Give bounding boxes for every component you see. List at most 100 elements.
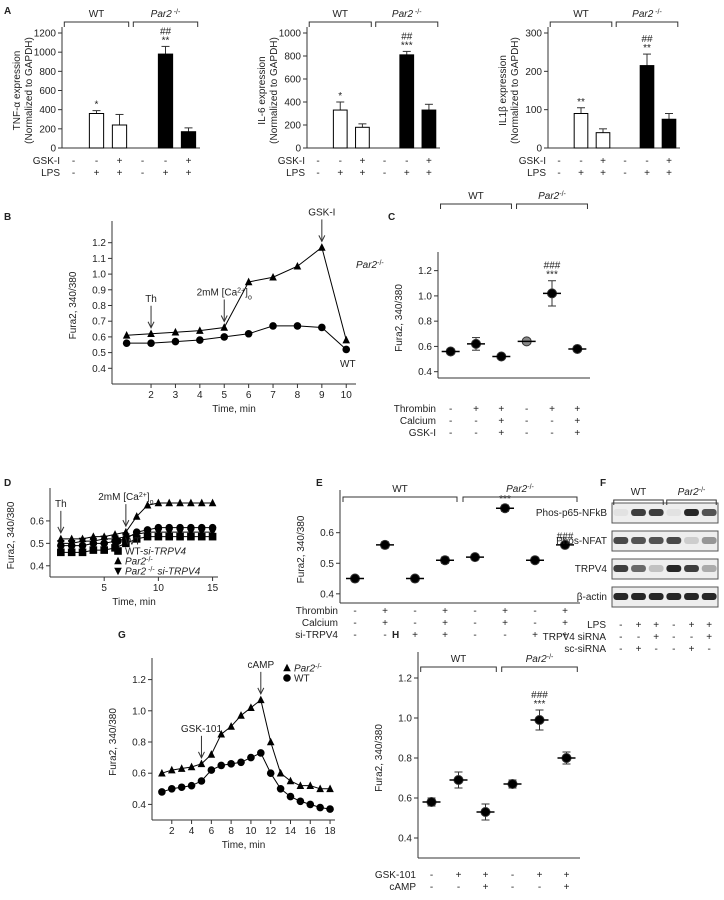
row-sign: - [511, 870, 514, 881]
annotation-arrowhead [198, 751, 205, 759]
legend-label-part: WT- [125, 547, 143, 558]
row-sign: - [557, 168, 560, 179]
row-sign: - [383, 168, 386, 179]
marker [217, 761, 226, 770]
row-sign: - [353, 630, 356, 641]
significance: *** [401, 40, 413, 51]
row-label: LPS [286, 168, 305, 179]
group-bracket [308, 21, 372, 27]
annotation-label: GSK-I [308, 207, 335, 218]
legend-label: Par2 -/- si-TRPV4 [125, 566, 201, 578]
row-sign: + [562, 618, 568, 629]
row-sign: - [383, 630, 386, 641]
row-sign: - [474, 416, 477, 427]
marker [326, 784, 334, 793]
y-tick-label: 1.1 [92, 254, 106, 265]
y-tick-label: 1.2 [398, 674, 412, 685]
group-label: Par2-/- [526, 654, 554, 666]
bar [595, 132, 611, 149]
marker [143, 532, 152, 541]
x-tick-label: 7 [270, 390, 276, 401]
marker [57, 540, 65, 548]
legend-marker [114, 537, 122, 545]
marker [177, 783, 186, 792]
marker [171, 327, 180, 336]
series-label: Par2-/- [356, 260, 384, 272]
row-sign: + [442, 618, 448, 629]
row-sign: + [502, 606, 508, 617]
y-tick-label: 1.0 [92, 270, 106, 281]
y-tick-label: 1.2 [132, 675, 146, 686]
y-tick-label: 1200 [34, 29, 57, 40]
legend-label: Par2-/- [294, 663, 322, 675]
y-tick-label: 0.4 [30, 561, 44, 572]
row-label: LPS [587, 620, 606, 631]
band-label: β-actin [577, 592, 607, 603]
blot-band [631, 565, 646, 572]
blot-band [701, 593, 717, 600]
blot-band [631, 509, 646, 516]
y-tick-label: 0.5 [30, 539, 44, 550]
row-sign: + [163, 168, 169, 179]
y-tick-label: 0.6 [418, 342, 432, 353]
row-sign: + [549, 404, 555, 415]
x-tick-label: 3 [173, 390, 179, 401]
legend-marker [283, 663, 291, 672]
y-tick-label: 0.4 [418, 367, 432, 378]
row-sign: - [550, 416, 553, 427]
marker [293, 261, 302, 270]
legend-label-part: si-TRPV4 [155, 567, 201, 578]
y-tick-label: 100 [525, 105, 542, 116]
blot-band [701, 509, 717, 516]
x-tick-label: 9 [319, 390, 325, 401]
x-tick-label: 18 [324, 826, 336, 837]
series-line [161, 752, 331, 810]
marker [176, 498, 184, 507]
row-sign: - [449, 404, 452, 415]
series-label-part: Par2 [356, 260, 378, 271]
significance: ## [160, 26, 172, 37]
row-sign: + [636, 620, 642, 631]
row-sign: + [382, 618, 388, 629]
annotation-label-part: 2+ [237, 287, 245, 294]
group-bracket [462, 496, 578, 502]
significance: ### [531, 690, 548, 701]
row-sign: - [707, 644, 710, 655]
marker [132, 535, 141, 543]
panel-letter: G [118, 630, 126, 641]
group-bracket [132, 21, 199, 27]
series-line [126, 325, 347, 350]
marker [122, 533, 130, 541]
marker [227, 760, 235, 768]
y-axis-label: Fura2, 340/380 [108, 708, 119, 776]
blot-band [631, 593, 646, 600]
marker [197, 532, 206, 541]
bar [639, 65, 655, 149]
y-tick-label: 300 [525, 29, 542, 40]
y-tick-label: 400 [39, 105, 56, 116]
marker [244, 329, 253, 338]
group-label: WT [332, 9, 348, 20]
significance: ** [162, 35, 170, 46]
marker [187, 532, 195, 541]
row-sign: + [562, 606, 568, 617]
x-tick-label: 6 [209, 826, 215, 837]
y-tick-label: 0.6 [320, 528, 334, 539]
y-axis-label: IL-6 expression [257, 56, 268, 124]
row-sign: - [473, 606, 476, 617]
x-axis-label: Time, min [212, 404, 256, 415]
marker [247, 753, 255, 762]
row-sign: - [672, 620, 675, 631]
row-sign: + [689, 644, 695, 655]
row-sign: + [644, 168, 650, 179]
annotation-arrowhead [220, 315, 228, 323]
row-sign: - [525, 404, 528, 415]
legend-label-part: Par2 [125, 557, 147, 568]
row-sign: - [645, 156, 648, 167]
blot-band [701, 565, 717, 572]
row-sign: - [619, 644, 622, 655]
group-label: WT [468, 191, 484, 202]
marker [187, 762, 196, 771]
marker [167, 785, 176, 793]
legend-marker [283, 674, 291, 682]
